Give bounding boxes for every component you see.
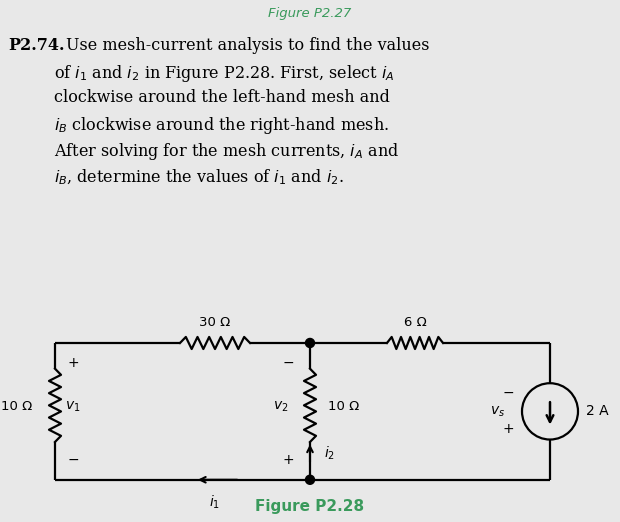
Text: +: + [502, 422, 514, 436]
Text: After solving for the mesh currents, $i_A$ and: After solving for the mesh currents, $i_… [54, 141, 399, 162]
Text: −: − [502, 386, 514, 400]
Text: $i_B$ clockwise around the right-hand mesh.: $i_B$ clockwise around the right-hand me… [54, 115, 389, 136]
Text: $i_2$: $i_2$ [324, 445, 335, 462]
Text: −: − [67, 453, 79, 467]
Text: 10 Ω: 10 Ω [1, 400, 33, 413]
Text: $v_1$: $v_1$ [65, 399, 81, 413]
Text: 10 Ω: 10 Ω [328, 400, 359, 413]
Text: Figure P2.27: Figure P2.27 [268, 7, 352, 20]
Text: +: + [67, 356, 79, 370]
Text: 30 Ω: 30 Ω [200, 316, 231, 329]
Text: $i_1$: $i_1$ [210, 494, 221, 511]
Text: +: + [282, 453, 294, 467]
Text: $v_s$: $v_s$ [490, 404, 505, 419]
Circle shape [306, 475, 314, 484]
Text: $v_2$: $v_2$ [273, 399, 288, 413]
Circle shape [306, 338, 314, 348]
Text: Figure P2.28: Figure P2.28 [255, 499, 365, 514]
Text: clockwise around the left-hand mesh and: clockwise around the left-hand mesh and [54, 89, 390, 106]
Text: 6 Ω: 6 Ω [404, 316, 427, 329]
Text: Use mesh-current analysis to find the values: Use mesh-current analysis to find the va… [66, 37, 430, 54]
Text: P2.74.: P2.74. [8, 37, 64, 54]
Text: of $i_1$ and $i_2$ in Figure P2.28. First, select $i_A$: of $i_1$ and $i_2$ in Figure P2.28. Firs… [54, 63, 394, 84]
Text: $i_B$, determine the values of $i_1$ and $i_2$.: $i_B$, determine the values of $i_1$ and… [54, 167, 343, 186]
Text: −: − [282, 356, 294, 370]
Text: 2 A: 2 A [586, 405, 609, 418]
